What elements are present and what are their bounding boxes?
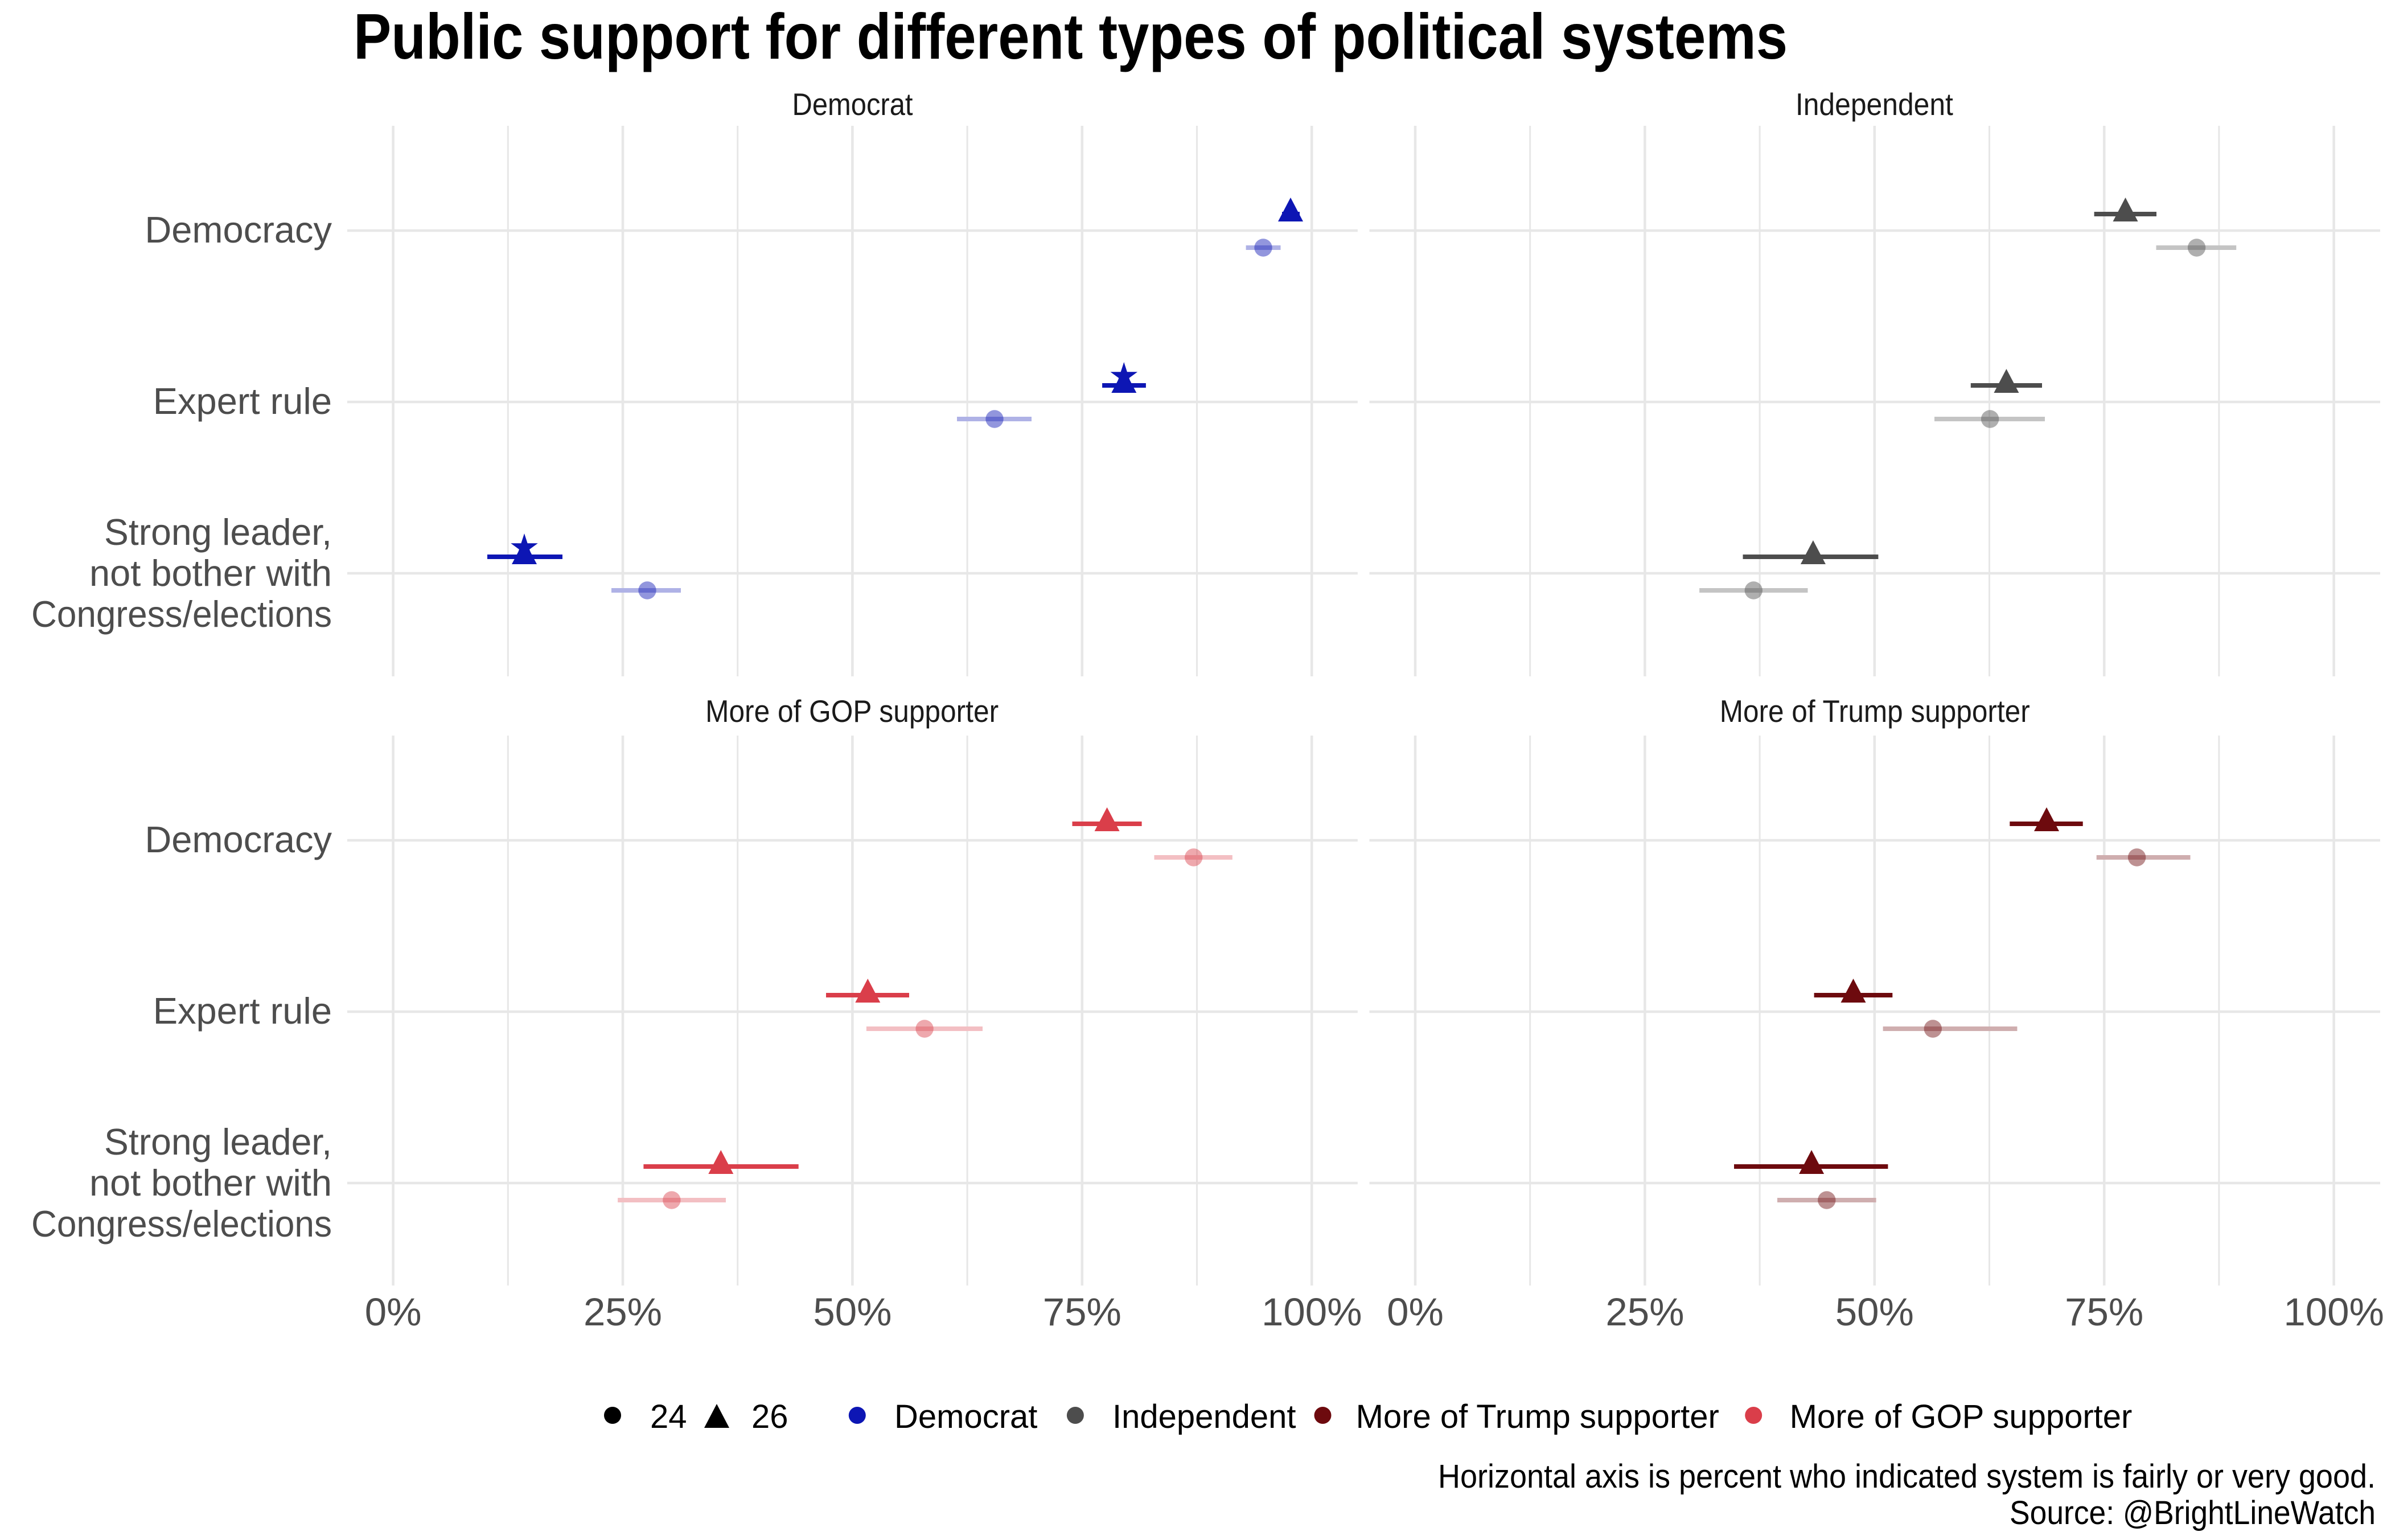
svg-text:Independent: Independent [1796, 87, 1953, 122]
svg-text:75%: 75% [1043, 1290, 1121, 1334]
svg-text:More of GOP supporter: More of GOP supporter [705, 693, 999, 729]
svg-text:0%: 0% [365, 1290, 422, 1334]
svg-text:Democrat: Democrat [792, 87, 913, 122]
svg-text:Independent: Independent [1112, 1398, 1296, 1435]
svg-text:25%: 25% [1605, 1290, 1684, 1334]
svg-text:More of Trump supporter: More of Trump supporter [1356, 1398, 1719, 1435]
svg-text:100%: 100% [2283, 1290, 2384, 1334]
svg-text:0%: 0% [1387, 1290, 1444, 1334]
svg-text:Congress/elections: Congress/elections [31, 1203, 332, 1245]
svg-text:Strong leader,: Strong leader, [104, 511, 332, 553]
svg-text:Public support for different t: Public support for different types of po… [354, 1, 1788, 72]
svg-text:75%: 75% [2065, 1290, 2143, 1334]
svg-text:Expert rule: Expert rule [153, 990, 332, 1032]
svg-text:More of GOP supporter: More of GOP supporter [1790, 1398, 2133, 1435]
svg-text:100%: 100% [1262, 1290, 1362, 1334]
svg-text:Congress/elections: Congress/elections [31, 593, 332, 635]
svg-text:Democracy: Democracy [145, 819, 332, 860]
svg-text:Democrat: Democrat [894, 1398, 1037, 1435]
svg-text:26: 26 [751, 1398, 788, 1435]
svg-text:More of Trump supporter: More of Trump supporter [1720, 693, 2030, 729]
svg-text:50%: 50% [813, 1290, 892, 1334]
svg-text:Source: @BrightLineWatch: Source: @BrightLineWatch [2010, 1494, 2376, 1531]
svg-text:25%: 25% [584, 1290, 662, 1334]
svg-text:50%: 50% [1835, 1290, 1914, 1334]
svg-text:not bother with: not bother with [89, 1162, 332, 1204]
svg-text:24: 24 [650, 1398, 687, 1435]
svg-text:Democracy: Democracy [145, 209, 332, 250]
svg-text:Expert rule: Expert rule [153, 380, 332, 422]
svg-text:Horizontal axis is percent who: Horizontal axis is percent who indicated… [1438, 1458, 2376, 1495]
svg-text:not bother with: not bother with [89, 552, 332, 594]
svg-text:Strong leader,: Strong leader, [104, 1121, 332, 1163]
